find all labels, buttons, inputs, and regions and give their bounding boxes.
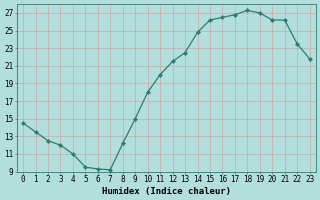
- X-axis label: Humidex (Indice chaleur): Humidex (Indice chaleur): [102, 187, 231, 196]
